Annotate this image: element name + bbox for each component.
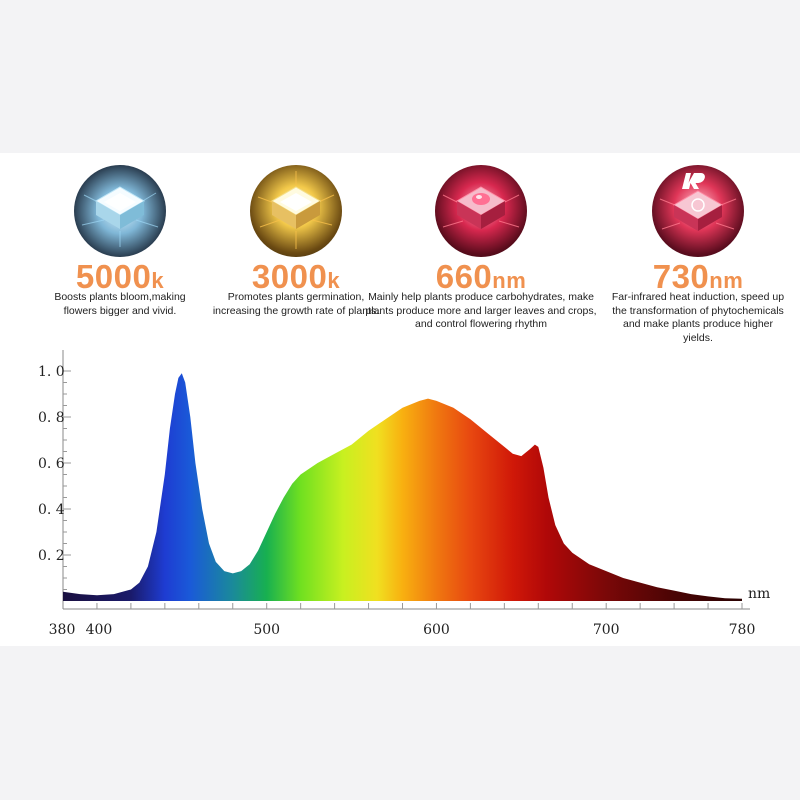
feature-730nm: 730nm Far-infrared heat induction, speed… xyxy=(598,165,798,345)
y-tick-label: 0. 6 xyxy=(38,456,65,472)
spec-value: 3000k xyxy=(251,258,341,295)
x-tick-label: 700 xyxy=(593,622,620,638)
x-tick-label: 380 xyxy=(49,622,76,638)
spec-value: 660nm xyxy=(435,258,527,295)
x-tick-label: 600 xyxy=(423,622,450,638)
feature-description: Boosts plants bloom,making flowers bigge… xyxy=(54,291,186,317)
ir-led-chip-icon xyxy=(652,165,744,257)
chart-axes xyxy=(62,350,750,610)
x-tick-label: 500 xyxy=(253,622,280,638)
y-tick-label: 1. 0 xyxy=(38,364,65,380)
y-tick-label: 0. 2 xyxy=(38,548,65,564)
chart-ticks: 0. 2 0. 4 0. 6 0. 8 1. 0 380 400 500 600 700 780 xyxy=(38,364,755,638)
spec-value: 730nm xyxy=(652,258,744,295)
y-tick-label: 0. 4 xyxy=(38,502,65,518)
feature-660nm: 660nm Mainly help plants produce carbohy… xyxy=(365,165,597,332)
feature-description: Promotes plants germination, increasing … xyxy=(212,291,380,317)
spec-value: 5000k xyxy=(75,258,165,295)
white-led-chip-icon xyxy=(74,165,166,257)
x-tick-label: 780 xyxy=(729,622,756,638)
feature-5000k: 5000k Boosts plants bloom,making flowers… xyxy=(20,165,220,318)
x-axis-label: nm xyxy=(748,586,770,602)
spectrum-area xyxy=(63,373,742,601)
y-tick-label: 0. 8 xyxy=(38,410,65,426)
x-tick-label: 400 xyxy=(86,622,113,638)
red-led-chip-icon xyxy=(435,165,527,257)
warm-white-led-chip-icon xyxy=(250,165,342,257)
feature-3000k: 3000k Promotes plants germination, incre… xyxy=(196,165,396,318)
feature-description: Far-infrared heat induction, speed up th… xyxy=(611,291,785,344)
feature-description: Mainly help plants produce carbohydrates… xyxy=(365,291,597,330)
